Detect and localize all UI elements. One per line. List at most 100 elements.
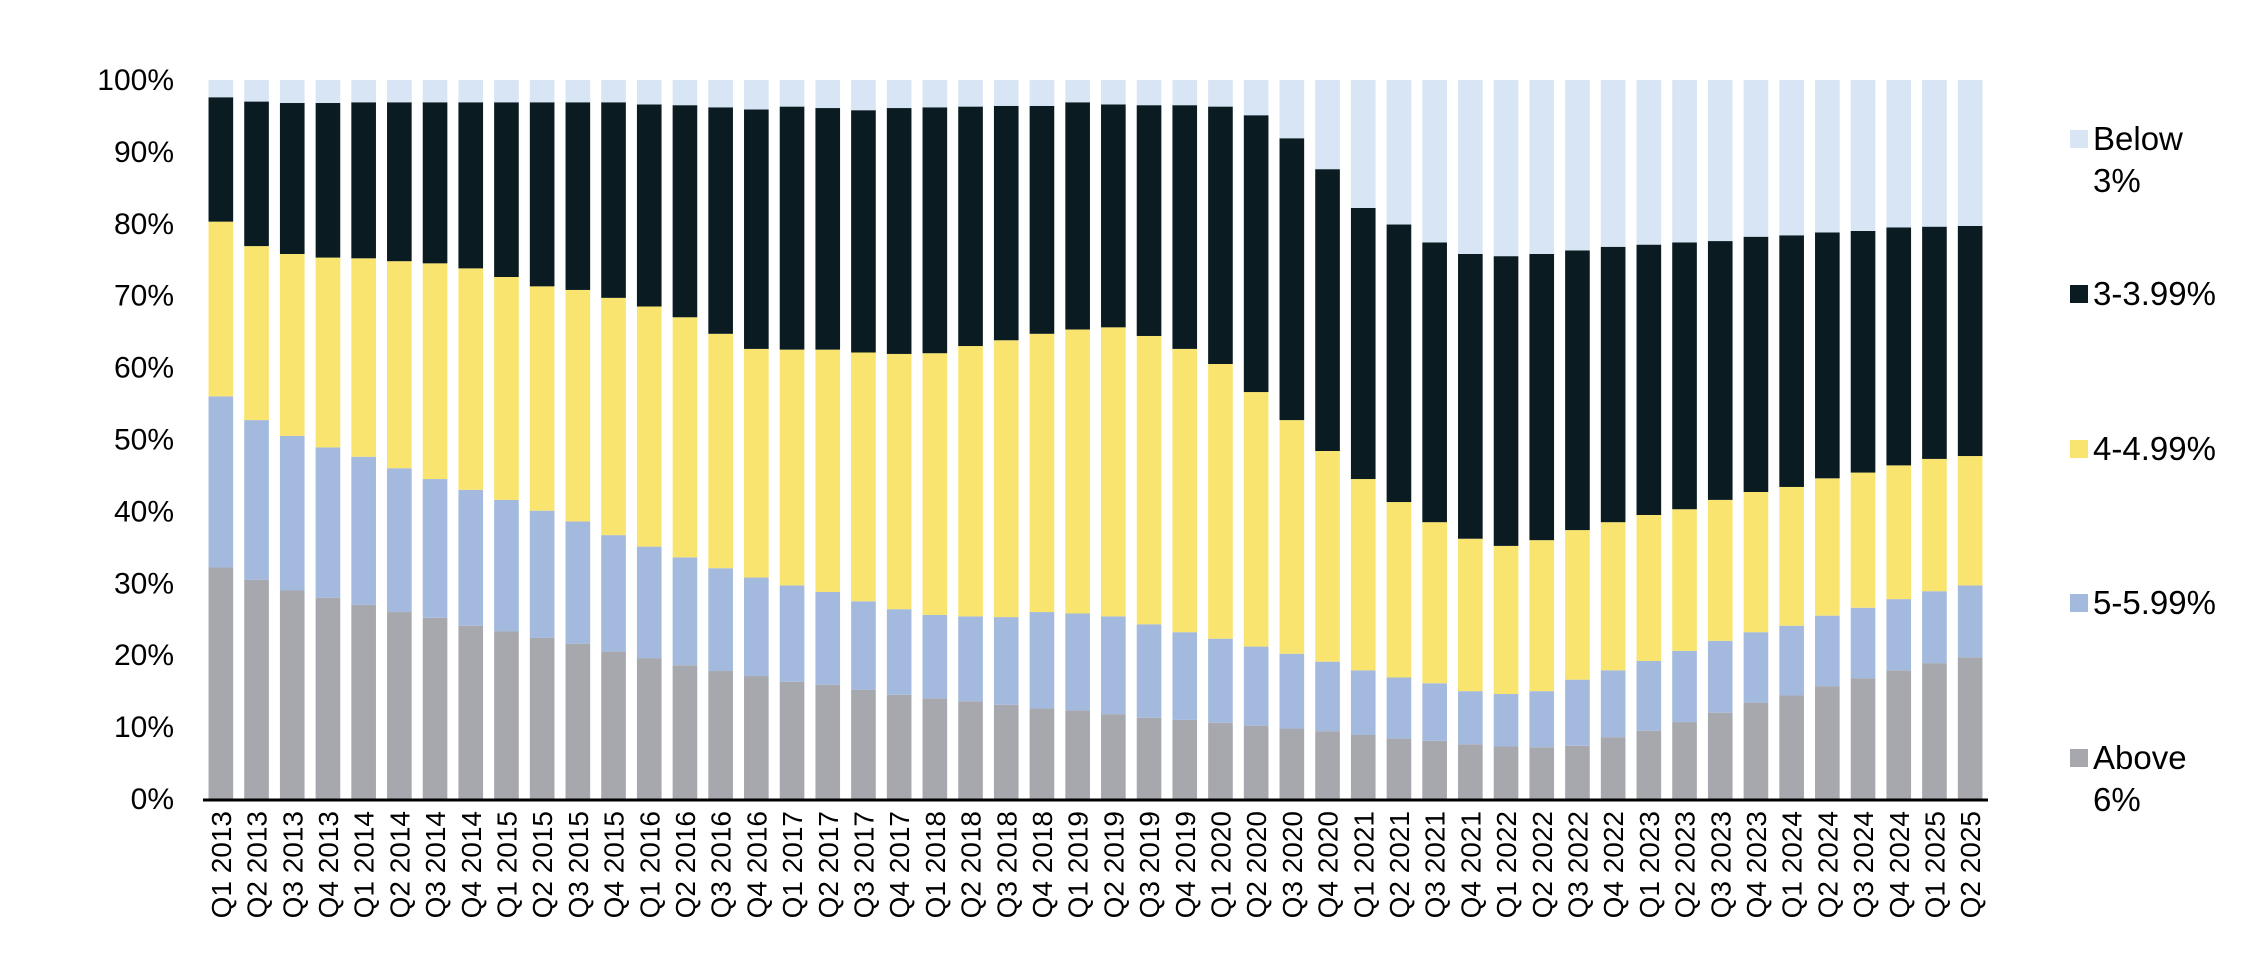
legend-label: 6% [2093,781,2141,818]
legend-swatch [2070,130,2088,148]
bar-segment-q1-2023-series-1 [1636,660,1662,731]
bar-segment-q3-2019-series-1 [1136,624,1162,718]
legend-label: 5-5.99% [2093,584,2216,621]
x-tick-label: Q2 2017 [813,811,844,918]
bar-segment-q3-2023-series-4 [1707,80,1733,242]
legend-label: 4-4.99% [2093,430,2216,467]
bar-segment-q3-2015-series-2 [565,289,591,522]
bar-segment-q3-2022-series-2 [1565,530,1590,680]
bar-segment-q1-2013-series-4 [208,80,234,98]
bar-segment-q2-2019-series-1 [1101,616,1126,715]
legend-swatch [2070,440,2088,458]
x-tick-label: Q4 2021 [1455,811,1486,918]
bar-segment-q1-2014-series-0 [351,604,376,799]
bar-segment-q4-2015-series-0 [601,651,626,799]
x-tick-label: Q1 2015 [491,811,522,918]
bar-segment-q2-2023-series-3 [1672,242,1697,510]
bar-segment-q1-2015-series-4 [494,80,519,103]
x-tick-label: Q1 2022 [1491,811,1522,918]
legend-swatch [2070,749,2088,767]
x-tick-label: Q1 2018 [920,811,951,918]
bar-segment-q3-2023-series-2 [1707,499,1733,641]
bar-segment-q1-2019-series-3 [1065,102,1090,330]
x-tick-label: Q2 2020 [1241,811,1272,918]
x-tick-label: Q4 2015 [599,811,630,918]
bar-segment-q3-2021-series-2 [1422,522,1447,684]
bar-segment-q2-2025-series-4 [1957,80,1983,226]
bar-segment-q4-2023-series-1 [1743,632,1769,703]
x-tick-label: Q4 2019 [1170,811,1201,918]
bar-segment-q2-2019-series-2 [1101,327,1126,617]
x-tick-label: Q2 2014 [384,811,415,918]
x-tick-label: Q3 2024 [1848,811,1879,918]
bar-segment-q2-2024-series-1 [1815,615,1840,687]
bar-segment-q1-2021-series-2 [1350,479,1376,671]
bar-segment-q4-2017-series-3 [886,108,912,354]
legend-label: 3% [2093,162,2141,199]
bar-segment-q3-2022-series-4 [1565,80,1590,251]
bar-segment-q2-2021-series-0 [1386,738,1412,799]
x-tick-label: Q1 2017 [777,811,808,918]
bar-segment-q2-2025-series-1 [1957,585,1983,658]
bar-segment-q2-2014-series-1 [387,468,412,613]
bar-segment-q1-2021-series-1 [1350,670,1376,736]
bar-segment-q4-2021-series-3 [1458,254,1483,539]
bar-segment-q1-2020-series-4 [1208,80,1233,107]
bar-segment-q1-2021-series-4 [1350,80,1376,208]
bar-segment-q2-2018-series-3 [958,106,983,347]
bar-segment-q1-2019-series-0 [1065,710,1090,799]
bar-segment-q1-2013-series-3 [208,97,234,222]
x-tick-label: Q2 2021 [1384,811,1415,918]
bar-segment-q4-2022-series-0 [1600,737,1626,799]
legend-swatch [2070,594,2088,612]
bar-segment-q4-2020-series-2 [1315,451,1340,662]
bar-segment-q3-2023-series-1 [1707,640,1733,713]
bar-segment-q2-2025-series-3 [1957,225,1983,457]
bar-segment-q4-2015-series-1 [601,535,626,652]
bar-segment-q3-2015-series-3 [565,102,591,290]
bar-segment-q2-2017-series-3 [815,108,841,350]
bar-segment-q3-2013-series-3 [279,103,305,254]
bar-segment-q1-2018-series-4 [922,80,948,108]
bar-segment-q4-2024-series-0 [1886,670,1912,799]
bar-segment-q4-2024-series-3 [1886,227,1912,466]
bar-segment-q2-2019-series-0 [1101,714,1126,799]
x-tick-label: Q4 2013 [313,811,344,918]
bar-segment-q1-2020-series-1 [1208,638,1233,723]
bar-segment-q3-2013-series-0 [279,590,305,799]
bar-segment-q4-2013-series-3 [315,103,341,258]
bar-segment-q1-2017-series-3 [779,106,805,350]
x-tick-label: Q1 2016 [634,811,665,918]
bar-segment-q3-2014-series-1 [422,479,448,618]
bar-segment-q4-2019-series-1 [1172,632,1198,720]
bar-segment-q3-2016-series-2 [708,333,733,569]
bar-segment-q4-2023-series-4 [1743,80,1769,237]
x-tick-label: Q3 2015 [563,811,594,918]
bar-segment-q4-2014-series-0 [458,625,484,799]
bar-segment-q1-2024-series-1 [1779,625,1804,696]
bar-segment-q4-2017-series-1 [886,609,912,695]
bar-segment-q1-2016-series-0 [636,658,662,799]
x-tick-label: Q3 2023 [1705,811,1736,918]
bar-segment-q2-2014-series-2 [387,261,412,469]
bar-segment-q3-2021-series-1 [1422,683,1447,741]
bar-segment-q1-2022-series-0 [1493,746,1519,799]
bar-segment-q1-2014-series-3 [351,102,376,259]
bar-segment-q1-2018-series-3 [922,107,948,354]
bar-segment-q4-2017-series-4 [886,80,912,109]
x-tick-label: Q1 2014 [349,811,380,918]
bar-segment-q4-2021-series-1 [1458,691,1483,745]
bar-segment-q3-2015-series-0 [565,643,591,799]
bar-segment-q4-2022-series-2 [1600,522,1626,671]
bar-segment-q2-2016-series-0 [672,665,698,799]
x-tick-label: Q4 2023 [1741,811,1772,918]
bar-segment-q3-2020-series-1 [1279,653,1305,729]
x-tick-label: Q1 2025 [1919,811,1950,918]
bar-segment-q2-2022-series-2 [1529,540,1555,692]
bar-segment-q3-2016-series-0 [708,671,733,799]
x-tick-label: Q3 2016 [706,811,737,918]
bar-segment-q3-2014-series-4 [422,80,448,103]
bar-segment-q4-2017-series-2 [886,353,912,610]
x-tick-label: Q3 2021 [1420,811,1451,918]
bar-segment-q2-2013-series-1 [244,420,269,580]
